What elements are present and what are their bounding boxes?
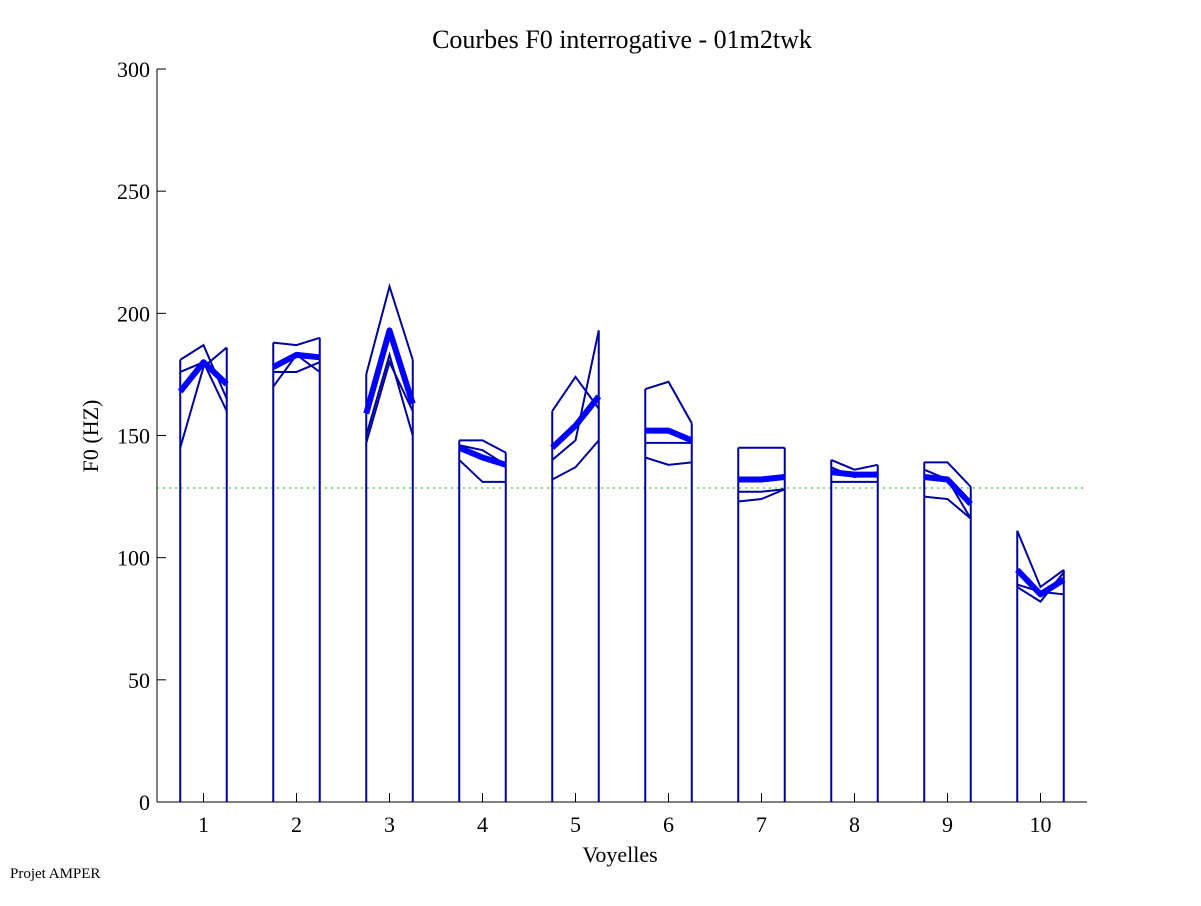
repetition-curve [738, 488, 786, 503]
x-tick-label: 1 [198, 812, 209, 837]
repetition-curve [273, 336, 321, 347]
x-tick-label: 9 [942, 812, 953, 837]
y-tick-label: 300 [117, 57, 150, 82]
y-tick-label: 150 [117, 424, 150, 449]
repetition-curve [365, 359, 414, 444]
x-axis-label: Voyelles [582, 842, 657, 867]
repetition-curve [924, 461, 972, 488]
x-tick-label: 5 [570, 812, 581, 837]
mean-curve [271, 351, 321, 370]
y-tick-label: 0 [139, 790, 150, 815]
mean-curve [738, 474, 786, 483]
repetition-curve [272, 353, 321, 388]
chart-title: Courbes F0 interrogative - 01m2twk [432, 25, 812, 54]
repetition-curve [1016, 530, 1065, 589]
repetition-curve [830, 459, 878, 471]
x-tick-label: 8 [849, 812, 860, 837]
x-tick-label: 7 [756, 812, 767, 837]
footer-label: Projet AMPER [10, 866, 100, 882]
repetition-curve [365, 282, 414, 375]
repetition-curve [458, 459, 506, 483]
mean-curve [177, 359, 229, 394]
y-tick-label: 100 [117, 546, 150, 571]
y-tick-label: 200 [117, 301, 150, 326]
repetition-curve [644, 380, 693, 424]
mean-curve [1015, 567, 1066, 598]
y-tick-label: 50 [128, 668, 150, 693]
y-tick-label: 250 [117, 179, 150, 204]
x-tick-label: 6 [663, 812, 674, 837]
x-tick-label: 3 [384, 812, 395, 837]
x-tick-label: 2 [291, 812, 302, 837]
mean-curve [458, 444, 507, 468]
repetition-curve [551, 375, 600, 412]
repetition-curve [551, 330, 600, 461]
x-tick-label: 10 [1030, 812, 1052, 837]
mean-curve [645, 427, 693, 444]
repetition-curve [459, 439, 507, 454]
mean-curve [363, 327, 416, 415]
repetition-curve [924, 495, 972, 520]
repetition-curve [551, 439, 600, 481]
repetition-curve [179, 346, 228, 448]
mean-curve [830, 469, 878, 478]
x-tick-label: 4 [477, 812, 488, 837]
y-axis-label: F0 (HZ) [78, 400, 103, 473]
repetition-curve [738, 488, 785, 493]
repetition-curve [365, 351, 414, 436]
mean-curve [550, 394, 602, 450]
repetition-curve [644, 456, 692, 466]
mean-curve [923, 474, 973, 506]
